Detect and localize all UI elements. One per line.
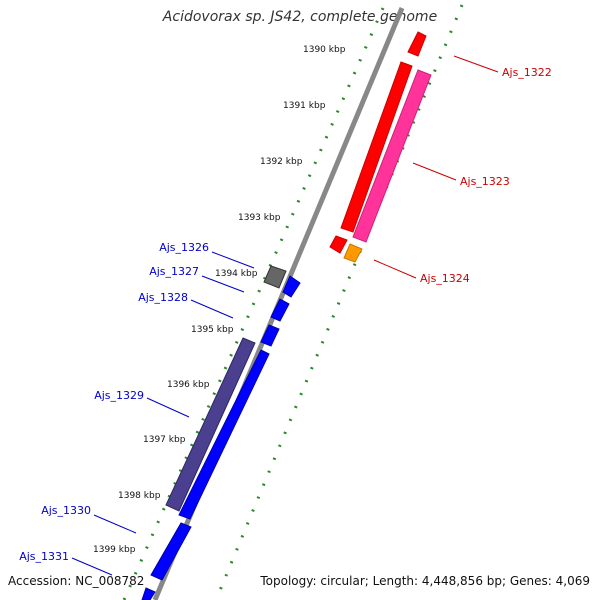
leader-ajs-1330 [93, 514, 137, 534]
gene-label-ajs-1327[interactable]: Ajs_1327 [149, 265, 199, 278]
gene-ajs-1326[interactable] [263, 265, 287, 289]
tick-label: 1396 kbp [167, 380, 210, 390]
tick-label: 1399 kbp [93, 545, 136, 555]
gene-ajs-1322-end[interactable] [329, 235, 348, 254]
leader-ajs-1323 [412, 162, 457, 181]
gene-ajs-1322-top[interactable] [407, 31, 427, 57]
gene-label-ajs-1328[interactable]: Ajs_1328 [138, 291, 188, 304]
gene-ajs-1322[interactable] [340, 61, 413, 233]
leader-ajs-1331 [71, 557, 113, 576]
tick-label: 1395 kbp [191, 325, 234, 335]
reverse-labels: Ajs_1326 Ajs_1327 Ajs_1328 Ajs_1329 Ajs_… [19, 241, 255, 576]
outer-tick-track [214, 4, 464, 600]
gene-label-ajs-1331[interactable]: Ajs_1331 [19, 550, 69, 563]
gene-ajs-1329b[interactable] [178, 349, 270, 520]
tick-label: 1392 kbp [260, 157, 303, 167]
leader-ajs-1324 [373, 259, 417, 279]
forward-labels: Ajs_1322 Ajs_1323 Ajs_1324 [373, 55, 552, 285]
gene-label-ajs-1322[interactable]: Ajs_1322 [502, 66, 552, 79]
gene-ajs-1324[interactable] [343, 243, 363, 263]
gene-ajs-1328[interactable] [260, 324, 280, 347]
gene-label-ajs-1326[interactable]: Ajs_1326 [159, 241, 209, 254]
map-title: Acidovorax sp. JS42, complete genome [162, 9, 438, 25]
leader-ajs-1322 [453, 55, 499, 73]
leader-ajs-1327 [201, 275, 245, 293]
gene-ajs-1330[interactable] [150, 522, 192, 581]
gene-label-ajs-1329[interactable]: Ajs_1329 [94, 389, 144, 402]
leader-ajs-1326 [211, 251, 255, 269]
gene-ajs-1327b[interactable] [270, 298, 290, 322]
tick-label: 1398 kbp [118, 491, 161, 501]
tick-label: 1394 kbp [215, 269, 258, 279]
inner-tick-track [122, 7, 385, 600]
tick-label: 1397 kbp [143, 435, 186, 445]
genome-summary: Topology: circular; Length: 4,448,856 bp… [260, 574, 590, 588]
tick-label: 1393 kbp [238, 213, 281, 223]
accession-label: Accession: NC_008782 [8, 574, 145, 588]
gene-ajs-1329[interactable] [165, 337, 256, 512]
gene-ajs-1327[interactable] [282, 275, 301, 298]
tick-label: 1391 kbp [283, 101, 326, 111]
ticks: 1390 kbp 1391 kbp 1392 kbp 1393 kbp 1394… [93, 45, 346, 555]
gene-label-ajs-1323[interactable]: Ajs_1323 [460, 175, 510, 188]
gene-ajs-1323[interactable] [352, 69, 432, 243]
leader-ajs-1329 [146, 397, 190, 418]
gene-label-ajs-1324[interactable]: Ajs_1324 [420, 272, 470, 285]
tick-label: 1390 kbp [303, 45, 346, 55]
gene-ajs-1331[interactable] [141, 587, 156, 600]
gene-label-ajs-1330[interactable]: Ajs_1330 [41, 504, 91, 517]
leader-ajs-1328 [190, 299, 234, 319]
